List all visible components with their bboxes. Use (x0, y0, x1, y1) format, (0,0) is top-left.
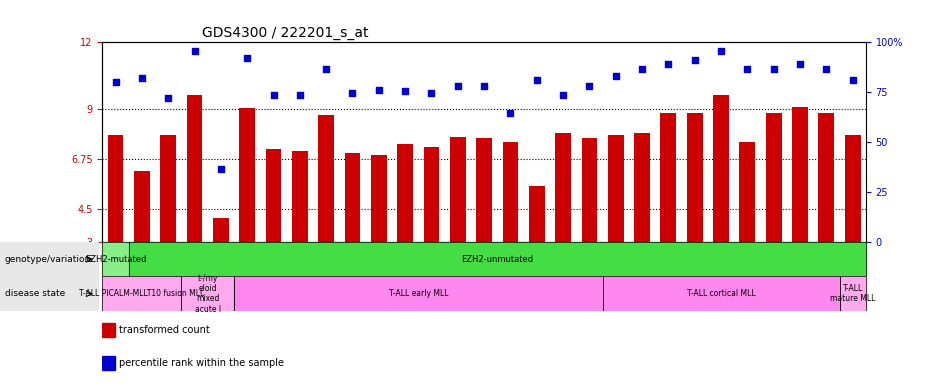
Bar (108, 136, 124, 242)
Bar (102, 356, 115, 370)
Bar (608, 136, 624, 242)
Bar (234, 276, 602, 311)
Bar (766, 113, 782, 242)
Text: T-ALL PICALM-MLLT10 fusion MLL: T-ALL PICALM-MLLT10 fusion MLL (79, 289, 205, 298)
Point (792, 61, 807, 68)
Bar (450, 137, 466, 242)
Bar (634, 133, 650, 242)
Point (161, 94, 176, 101)
Text: EZH2-mutated: EZH2-mutated (85, 255, 146, 264)
Point (766, 66, 781, 72)
Bar (134, 171, 150, 242)
Bar (0, 276, 98, 311)
Point (819, 66, 834, 72)
Bar (292, 151, 308, 242)
Point (635, 66, 650, 72)
Bar (239, 108, 255, 242)
Bar (840, 276, 866, 311)
Point (240, 55, 255, 61)
Text: T-ALL
mature MLL: T-ALL mature MLL (830, 284, 875, 303)
Point (134, 74, 149, 81)
Bar (102, 276, 182, 311)
Point (556, 93, 571, 99)
Bar (371, 156, 386, 242)
Point (608, 73, 623, 79)
Bar (424, 147, 439, 242)
Bar (128, 242, 866, 276)
Point (530, 77, 545, 83)
Bar (344, 153, 360, 242)
Bar (713, 96, 729, 242)
Point (292, 93, 307, 99)
Point (345, 90, 360, 96)
Bar (477, 137, 492, 242)
Point (661, 61, 676, 68)
Bar (398, 144, 413, 242)
Bar (182, 276, 234, 311)
Bar (602, 276, 840, 311)
Bar (213, 217, 229, 242)
Bar (555, 133, 571, 242)
Bar (102, 242, 128, 276)
Bar (582, 137, 598, 242)
Point (477, 83, 492, 89)
Bar (128, 242, 866, 276)
Point (213, 166, 228, 172)
Point (266, 93, 281, 99)
Text: t-/my
eloid
mixed
acute l: t-/my eloid mixed acute l (195, 274, 221, 314)
Text: percentile rank within the sample: percentile rank within the sample (119, 358, 284, 368)
Bar (102, 242, 128, 276)
Text: transformed count: transformed count (119, 325, 209, 335)
Bar (102, 276, 182, 311)
Bar (844, 136, 860, 242)
Point (187, 48, 202, 54)
Bar (602, 276, 840, 311)
Bar (160, 136, 176, 242)
Text: disease state: disease state (5, 289, 65, 298)
Text: GDS4300 / 222201_s_at: GDS4300 / 222201_s_at (202, 26, 368, 40)
Point (371, 87, 386, 93)
Text: genotype/variation: genotype/variation (5, 255, 91, 264)
Text: EZH2-unmutated: EZH2-unmutated (461, 255, 533, 264)
Point (503, 110, 518, 116)
Bar (739, 142, 755, 242)
Point (424, 90, 439, 96)
Point (318, 66, 333, 72)
Bar (529, 187, 545, 242)
Bar (318, 116, 334, 242)
Bar (818, 113, 834, 242)
Point (398, 88, 412, 94)
Bar (840, 276, 866, 311)
Text: T-ALL early MLL: T-ALL early MLL (388, 289, 448, 298)
Bar (186, 96, 202, 242)
Bar (102, 323, 115, 337)
Point (582, 83, 597, 89)
Bar (687, 113, 703, 242)
Bar (182, 276, 234, 311)
Point (451, 83, 466, 89)
Text: T-ALL cortical MLL: T-ALL cortical MLL (687, 289, 755, 298)
Point (845, 77, 860, 83)
Point (713, 48, 728, 54)
Bar (503, 142, 519, 242)
Point (108, 79, 123, 85)
Bar (792, 107, 808, 242)
Bar (265, 149, 281, 242)
Point (740, 66, 755, 72)
Bar (0, 242, 98, 276)
Bar (234, 276, 602, 311)
Bar (660, 113, 676, 242)
Point (687, 57, 702, 63)
